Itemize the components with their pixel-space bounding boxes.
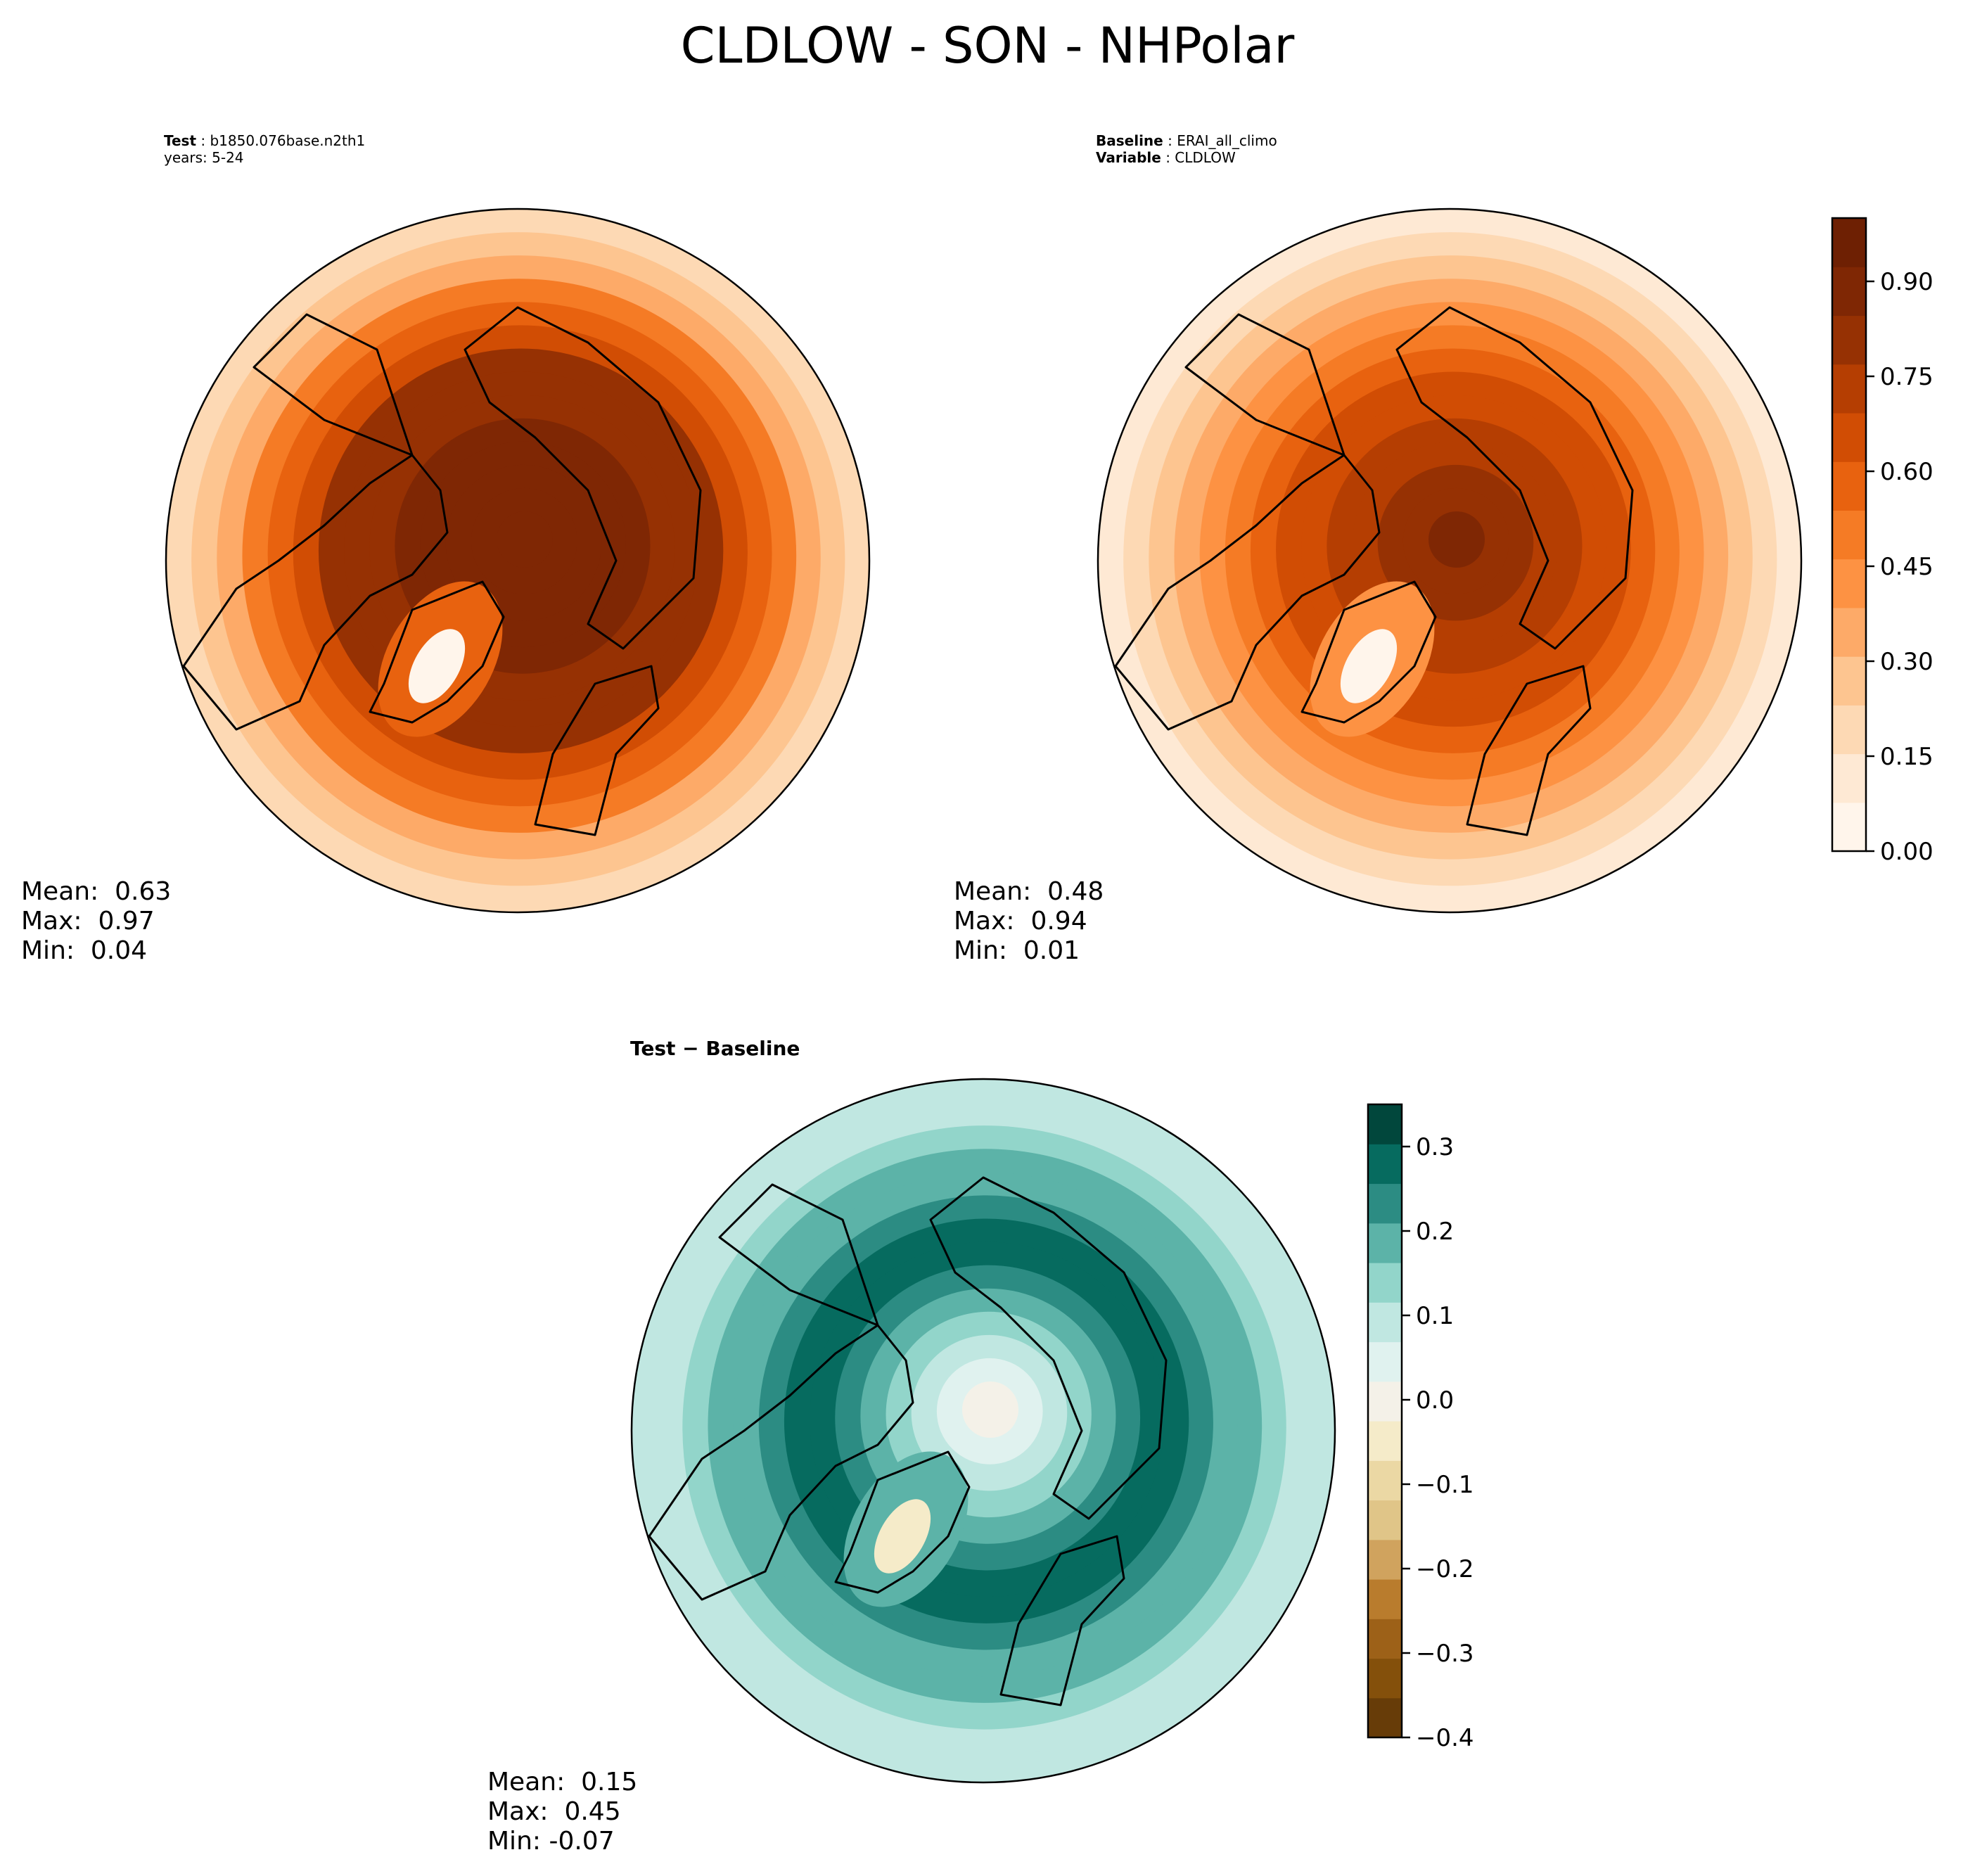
greenland-field-core xyxy=(874,1499,931,1574)
colorbar-segment xyxy=(1368,1500,1402,1540)
colorbar-segment xyxy=(1368,1619,1402,1659)
test-header-label: Test xyxy=(164,132,197,149)
coastline-scandinavia xyxy=(999,1535,1125,1706)
colorbar-segment xyxy=(1832,461,1866,511)
colorbar-tick-label: 0.45 xyxy=(1880,553,1934,581)
colorbar-tick-label: −0.2 xyxy=(1416,1555,1474,1583)
coastline-siberia xyxy=(1395,306,1634,650)
colorbar-segment xyxy=(1832,753,1866,803)
colorbar-segment xyxy=(1832,802,1866,852)
colorbar-segment xyxy=(1832,218,1866,267)
variable-header-label: Variable xyxy=(1096,149,1161,166)
colorbar-segment xyxy=(1368,1302,1402,1343)
test-years: years: 5-24 xyxy=(164,149,244,166)
colorbar-tick-label: −0.4 xyxy=(1416,1724,1474,1752)
coastline-alaska xyxy=(1184,313,1346,457)
greenland-field-core xyxy=(408,629,466,703)
test-header: Test : b1850.076base.n2th1 years: 5-24 xyxy=(164,132,366,166)
baseline-header-label: Baseline xyxy=(1096,132,1163,149)
colorbar-tick-label: 0.2 xyxy=(1416,1218,1454,1246)
coastline-scandinavia xyxy=(534,665,660,836)
test-max: Max: 0.97 xyxy=(21,907,155,936)
coastline-alaska xyxy=(718,1183,879,1327)
colorbar-segment xyxy=(1832,705,1866,755)
difference-map xyxy=(630,1078,1336,1784)
colorbar-segment xyxy=(1368,1381,1402,1422)
difference-title: Test − Baseline xyxy=(630,1037,800,1060)
colorbar-tick-label: −0.3 xyxy=(1416,1640,1474,1668)
colorbar-frame xyxy=(1831,217,1867,853)
baseline-mean: Mean: 0.48 xyxy=(954,877,1104,906)
colorbar-segment xyxy=(1832,510,1866,560)
colorbar-segment xyxy=(1832,656,1866,706)
map-boundary xyxy=(165,208,871,914)
difference-max: Max: 0.45 xyxy=(487,1797,621,1826)
map-contour-band xyxy=(1428,511,1485,568)
colorbar-segment xyxy=(1832,315,1866,365)
difference-min: Min: -0.07 xyxy=(487,1827,615,1856)
greenland-field-core xyxy=(1340,629,1398,703)
colorbar-difference: 0.3 0.2 0.1 0.0 −0.1 −0.2 −0.3 −0.4 xyxy=(1367,1103,1474,1752)
test-min: Min: 0.04 xyxy=(21,936,148,965)
coastline-greenland xyxy=(1300,580,1437,724)
colorbar-segment xyxy=(1832,364,1866,414)
difference-mean: Mean: 0.15 xyxy=(487,1768,638,1797)
colorbar-tick-label: 0.1 xyxy=(1416,1302,1454,1330)
colorbar-segment xyxy=(1368,1539,1402,1580)
colorbar-tick-label: 0.75 xyxy=(1880,363,1934,391)
baseline-stats: Mean: 0.48 Max: 0.94 Min: 0.01 xyxy=(954,877,1104,966)
coastline-scandinavia xyxy=(1466,665,1592,836)
colorbar-segment xyxy=(1832,412,1866,462)
colorbar-segment xyxy=(1832,267,1866,317)
difference-stats: Mean: 0.15 Max: 0.45 Min: -0.07 xyxy=(487,1768,637,1856)
coastline-greenland xyxy=(369,580,505,724)
colorbar-tick-label: −0.1 xyxy=(1416,1471,1474,1499)
variable-name: CLDLOW xyxy=(1175,149,1236,166)
map-boundary xyxy=(1097,208,1803,914)
colorbar-segment xyxy=(1832,607,1866,657)
coastline-canada xyxy=(1114,454,1381,731)
colorbar-segment xyxy=(1368,1104,1402,1144)
colorbar-segment xyxy=(1368,1223,1402,1263)
coastline-greenland xyxy=(834,1450,971,1594)
baseline-header: Baseline : ERAI_all_climo Variable : CLD… xyxy=(1096,132,1277,166)
colorbar-segment xyxy=(1368,1341,1402,1382)
colorbar-segment xyxy=(1368,1144,1402,1185)
coastline-siberia xyxy=(464,306,702,650)
map-boundary xyxy=(630,1078,1336,1784)
colorbar-tick-label: 0.0 xyxy=(1416,1386,1454,1415)
colorbar-tick-label: 0.15 xyxy=(1880,743,1934,771)
test-stats: Mean: 0.63 Max: 0.97 Min: 0.04 xyxy=(21,877,171,966)
coastline-canada xyxy=(182,454,449,731)
colorbar-tick-label: 0.90 xyxy=(1880,268,1934,296)
colorbar-segment xyxy=(1368,1697,1402,1738)
colorbar-main: 0.00 0.15 0.30 0.45 0.60 0.75 0.90 xyxy=(1831,217,1934,866)
coastline-alaska xyxy=(253,313,414,457)
colorbar-frame xyxy=(1367,1103,1403,1739)
colorbar-segment xyxy=(1368,1460,1402,1501)
figure-title: CLDLOW - SON - NHPolar xyxy=(680,17,1295,75)
colorbar-segment xyxy=(1368,1263,1402,1303)
baseline-max: Max: 0.94 xyxy=(954,907,1087,936)
baseline-case-name: ERAI_all_climo xyxy=(1177,132,1277,149)
test-map xyxy=(165,208,871,914)
map-contour-band xyxy=(962,1382,1018,1438)
test-mean: Mean: 0.63 xyxy=(21,877,172,906)
colorbar-tick-label: 0.3 xyxy=(1416,1133,1454,1161)
test-case-name: b1850.076base.n2th1 xyxy=(210,132,366,149)
map-contour-band xyxy=(497,511,553,568)
colorbar-segment xyxy=(1832,559,1866,608)
baseline-map xyxy=(1097,208,1803,914)
colorbar-segment xyxy=(1368,1579,1402,1619)
baseline-min: Min: 0.01 xyxy=(954,936,1080,965)
colorbar-tick-label: 0.30 xyxy=(1880,648,1934,676)
colorbar-segment xyxy=(1368,1183,1402,1224)
colorbar-segment xyxy=(1368,1658,1402,1699)
colorbar-segment xyxy=(1368,1421,1402,1461)
colorbar-tick-label: 0.00 xyxy=(1880,838,1934,866)
coastline-canada xyxy=(648,1324,914,1601)
coastline-siberia xyxy=(929,1176,1168,1520)
colorbar-tick-label: 0.60 xyxy=(1880,458,1934,486)
